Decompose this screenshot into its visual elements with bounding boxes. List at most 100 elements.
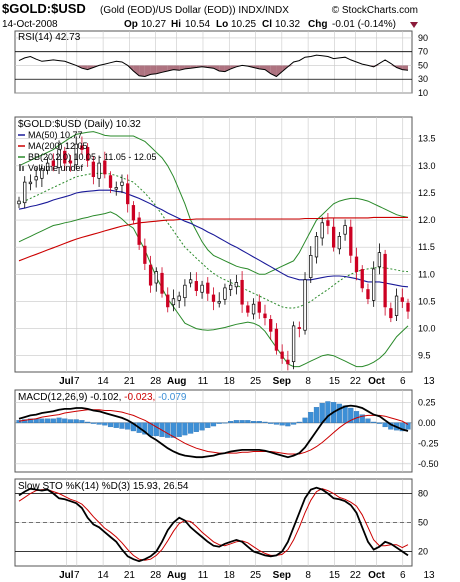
candle-body	[68, 160, 73, 164]
rsi-fill	[259, 65, 265, 70]
macd-histogram-bar	[39, 418, 45, 423]
candle-body	[114, 187, 118, 190]
sto-k-line	[18, 486, 409, 563]
macd-title: MACD(12,26,9) -0.102, -0.023, -0.079	[18, 392, 187, 403]
macd-histogram-bar	[262, 421, 268, 423]
candle-body	[200, 284, 204, 293]
candle-body	[366, 289, 370, 300]
rsi-fill	[270, 65, 277, 77]
macd-histogram-bar	[359, 414, 365, 423]
y-tick-label: 13.5	[418, 134, 436, 144]
x-tick-label: 11	[198, 376, 209, 387]
x-tick-label: 7	[74, 570, 80, 581]
x-tick-label: Aug	[167, 376, 186, 387]
candle-body	[206, 282, 210, 294]
y-tick-label: -0.25	[418, 438, 439, 448]
x-tick-label: 14	[98, 570, 110, 581]
macd-histogram-bar	[102, 422, 108, 426]
source-credit: © StockCharts.com	[332, 5, 418, 16]
x-tick-label: Aug	[167, 570, 186, 581]
candle-body	[234, 282, 239, 288]
y-tick-label: 10.0	[418, 324, 436, 334]
macd-line	[18, 404, 409, 459]
macd-histogram-bar	[336, 403, 342, 423]
macd-histogram-bar	[85, 421, 91, 423]
x-tick-label: 14	[98, 376, 110, 387]
candle-body	[143, 245, 147, 264]
candle-body	[229, 284, 233, 290]
macd-histogram-bar	[371, 421, 377, 423]
legend-label: Volume undef	[28, 163, 84, 173]
candle-body	[354, 256, 359, 272]
sto-panel: 20 50 80 Slow STO %K(14) %D(3) 15.93, 26.54	[14, 478, 428, 567]
candle-body	[51, 160, 55, 167]
macd-histogram-bar	[233, 420, 239, 423]
macd-histogram-bar	[245, 420, 251, 423]
macd-histogram-bar	[313, 407, 320, 423]
candle-body	[171, 298, 176, 306]
price-title: $GOLD:$USD (Daily) 10.32	[18, 119, 141, 130]
candle-body	[154, 271, 158, 284]
macd-histogram-bar	[228, 421, 234, 423]
change-value: -0.01 (-0.14%)	[332, 19, 396, 30]
candle-body	[91, 161, 96, 178]
candle-body	[280, 351, 284, 359]
x-tick-label: 25	[250, 376, 262, 387]
macd-histogram-bar	[193, 422, 199, 432]
macd-histogram-bar	[67, 419, 74, 423]
macd-histogram-bar	[222, 422, 228, 424]
candle-body	[314, 236, 319, 258]
macd-histogram-bar	[125, 422, 131, 430]
macd-histogram-bar	[188, 422, 194, 434]
macd-histogram-bar	[210, 422, 217, 427]
candle-body	[160, 272, 164, 294]
high-label: Hi	[171, 19, 181, 30]
macd-histogram-bar	[256, 421, 262, 423]
x-tick-label: 28	[150, 570, 162, 581]
x-tick-label: 22	[350, 570, 362, 581]
rsi-fill	[264, 65, 271, 74]
candle-body	[34, 176, 38, 181]
y-tick-label: 50	[418, 518, 428, 528]
x-tick-label: Oct	[368, 376, 385, 387]
macd-histogram-bar	[119, 422, 125, 429]
candle-body	[263, 313, 267, 319]
rsi-fill	[162, 65, 168, 73]
x-tick-label: 11	[198, 570, 209, 581]
y-tick-label: 0.25	[418, 397, 436, 407]
x-tick-label: Oct	[368, 570, 385, 581]
macd-histogram-bar	[365, 418, 371, 423]
x-tick-label: 6	[400, 570, 406, 581]
y-tick-label: 20	[418, 547, 428, 557]
macd-histogram-bar	[153, 422, 159, 437]
macd-histogram-bar	[302, 417, 308, 423]
candle-body	[108, 175, 113, 188]
macd-histogram-bar	[16, 420, 22, 423]
legend-label: BB(20,2.0) 10.05 - 11.05 - 12.05	[28, 152, 156, 162]
macd-histogram-bar	[170, 422, 177, 438]
candle-body	[309, 255, 313, 278]
y-tick-label: 12.5	[418, 188, 436, 198]
macd-histogram-bar	[165, 422, 171, 438]
rsi-title: RSI(14) 42.73	[18, 32, 81, 43]
candle-body	[74, 143, 78, 166]
candle-body	[194, 281, 198, 291]
y-tick-label: 9.5	[418, 351, 431, 361]
y-tick-label: 80	[418, 489, 428, 499]
rsi-fill	[173, 65, 180, 71]
candle-body	[291, 325, 296, 363]
x-tick-label: 8	[305, 376, 311, 387]
macd-histogram-bar	[142, 422, 148, 435]
candle-body	[303, 279, 307, 331]
y-tick-label: 70	[418, 47, 428, 57]
candle-body	[372, 268, 376, 301]
rsi-fill	[213, 65, 220, 71]
macd-histogram-bar	[199, 422, 205, 431]
candle-body	[97, 162, 101, 179]
legend-label: MA(50) 10.77	[28, 130, 83, 140]
x-tick-label: 25	[250, 570, 262, 581]
change-label: Chg	[308, 19, 327, 30]
down-arrow-icon	[410, 22, 418, 28]
rsi-frame	[14, 30, 413, 94]
candle-body	[131, 205, 136, 221]
